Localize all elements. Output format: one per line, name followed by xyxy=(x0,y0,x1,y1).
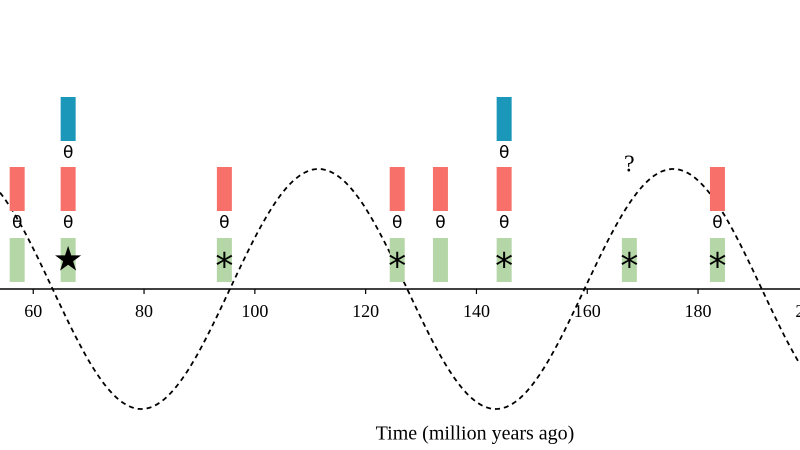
event-symbol: * xyxy=(215,246,233,287)
event-block xyxy=(9,238,25,282)
event-block xyxy=(60,238,76,282)
event-block xyxy=(621,238,637,282)
event-block xyxy=(9,167,25,211)
event-symbol: * xyxy=(620,246,638,287)
event-block xyxy=(389,167,405,211)
event-block xyxy=(60,167,76,211)
link-symbol: θ xyxy=(499,213,509,233)
event-block xyxy=(496,238,512,282)
event-block xyxy=(216,167,232,211)
event-symbol: ★ xyxy=(53,240,83,280)
x-tick-label: 180 xyxy=(685,301,712,321)
link-symbol: θ xyxy=(499,143,509,163)
event-symbol: * xyxy=(388,246,406,287)
x-tick-label: 60 xyxy=(24,301,42,321)
x-tick-label: 140 xyxy=(463,301,490,321)
event-block xyxy=(389,238,405,282)
link-symbol: θ xyxy=(392,213,402,233)
event-block xyxy=(432,167,448,211)
link-symbol: θ xyxy=(63,143,73,163)
event-block xyxy=(432,238,448,282)
x-tick-label: 200 xyxy=(795,301,800,321)
event-block xyxy=(60,97,76,141)
x-axis-label: Time (million years ago) xyxy=(376,423,575,445)
event-block xyxy=(216,238,232,282)
link-symbol: θ xyxy=(712,213,722,233)
event-symbol: * xyxy=(495,246,513,287)
link-symbol: θ xyxy=(63,213,73,233)
event-block xyxy=(496,97,512,141)
x-tick-label: 80 xyxy=(135,301,153,321)
event-block xyxy=(709,238,725,282)
link-symbol: θ xyxy=(12,213,22,233)
event-block xyxy=(496,167,512,211)
link-symbol: θ xyxy=(219,213,229,233)
event-symbol: * xyxy=(708,246,726,287)
x-tick-label: 120 xyxy=(352,301,379,321)
x-tick-label: 160 xyxy=(574,301,601,321)
link-symbol: θ xyxy=(435,213,445,233)
event-block xyxy=(709,167,725,211)
x-tick-label: 100 xyxy=(241,301,268,321)
event-note: ? xyxy=(624,152,635,178)
